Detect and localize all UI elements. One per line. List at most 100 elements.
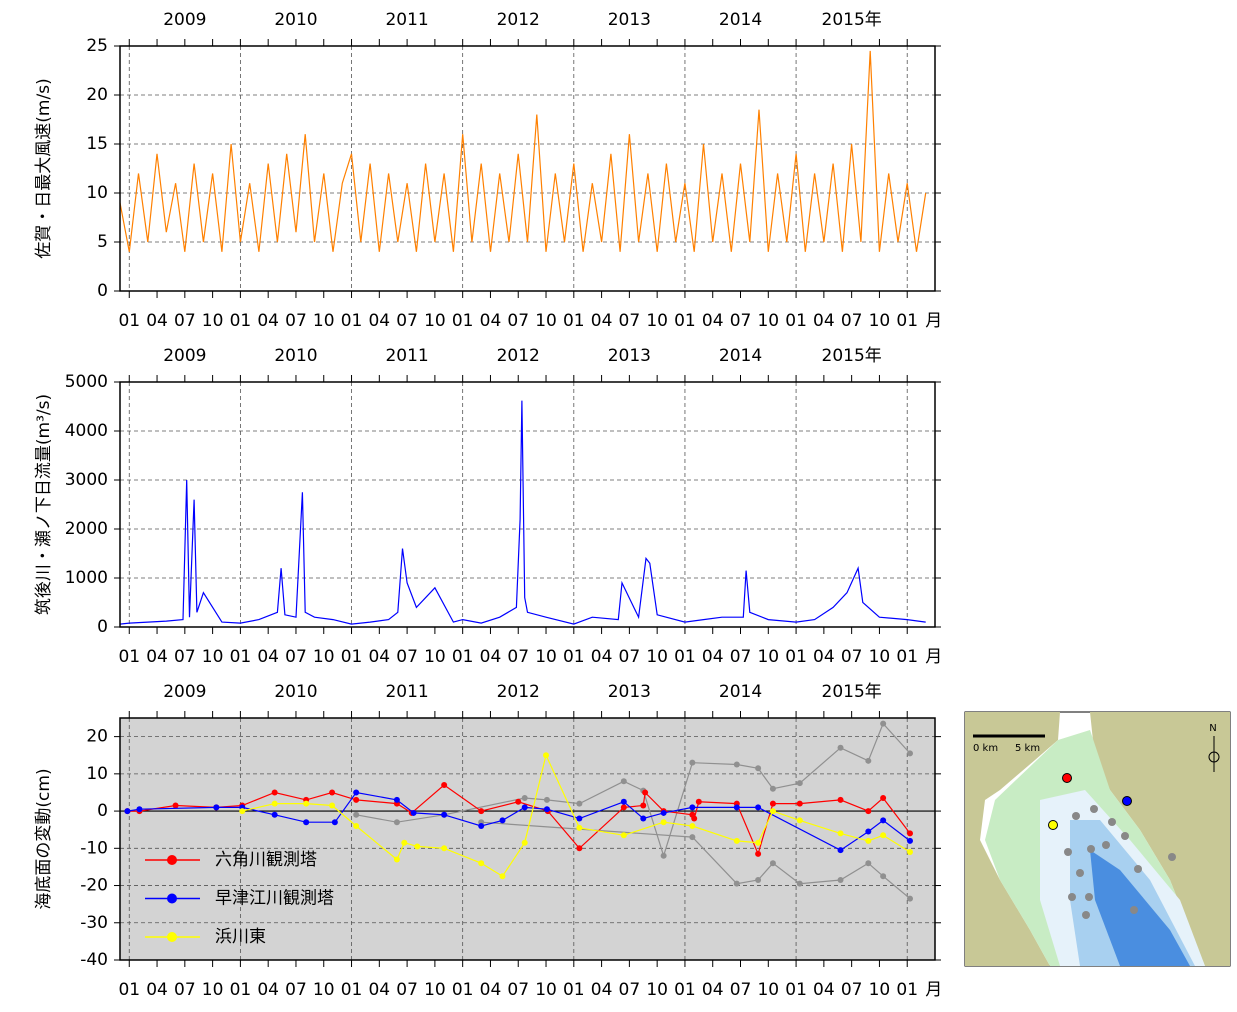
x-tick-label: 04 [702, 647, 724, 667]
x-tick-label: 07 [396, 311, 418, 331]
plot-area [120, 382, 935, 627]
y-tick-label: 20 [86, 85, 108, 105]
x-tick-label: 10 [869, 980, 891, 1000]
data-point [906, 830, 913, 837]
data-point [769, 860, 776, 867]
scale-label: 5 km [1015, 743, 1040, 754]
legend-label: 六角川観測塔 [215, 850, 317, 870]
year-label: 2012 [497, 10, 540, 30]
year-label: 2011 [385, 346, 428, 366]
stations [1064, 805, 1176, 919]
data-point [478, 822, 485, 829]
data-point [499, 873, 506, 880]
data-point [401, 839, 408, 846]
data-point [733, 837, 740, 844]
x-tick-label: 01 [896, 647, 918, 667]
data-point [640, 802, 647, 809]
data-point [271, 811, 278, 818]
x-tick-label: 04 [368, 647, 390, 667]
y-axis-label: 筑後川・瀬ノ下日流量(m³/s) [34, 394, 54, 615]
data-point [172, 802, 179, 809]
data-point [660, 819, 667, 826]
x-tick-label: 04 [591, 647, 613, 667]
data-point [906, 837, 913, 844]
x-tick-label: 10 [646, 647, 668, 667]
data-point [733, 880, 740, 887]
data-point [796, 817, 803, 824]
x-tick-label: 10 [535, 311, 557, 331]
data-point [393, 856, 400, 863]
compass [1208, 751, 1220, 763]
x-tick-label: 07 [507, 311, 529, 331]
x-tick-label: 01 [452, 980, 474, 1000]
x-tick-label: 07 [730, 311, 752, 331]
data-point [906, 849, 913, 856]
x-tick-label: 04 [480, 980, 502, 1000]
x-tick-label: 01 [230, 647, 252, 667]
data-point [837, 847, 844, 854]
x-tick-label: 10 [757, 980, 779, 1000]
x-tick-label: 01 [785, 980, 807, 1000]
x-tick-label: 01 [118, 647, 140, 667]
data-point [755, 850, 762, 857]
y-tick-label: 0 [97, 617, 108, 637]
data-point [689, 834, 696, 841]
data-point [353, 822, 360, 829]
x-tick-label: 07 [841, 311, 863, 331]
data-point [441, 811, 448, 818]
data-point [769, 800, 776, 807]
x-tick-label: 01 [118, 980, 140, 1000]
data-point [410, 809, 417, 816]
data-point [755, 804, 762, 811]
legend-marker [167, 932, 177, 942]
data-point [837, 830, 844, 837]
data-point [755, 765, 762, 772]
x-tick-label: 04 [257, 647, 279, 667]
year-label: 2012 [497, 346, 540, 366]
x-tick-label: 04 [591, 980, 613, 1000]
x-tick-label: 01 [674, 980, 696, 1000]
y-tick-label: -40 [80, 950, 108, 970]
x-tick-label: 07 [396, 647, 418, 667]
data-point [880, 832, 887, 839]
data-point [865, 808, 872, 815]
year-label: 2013 [608, 682, 651, 702]
x-tick-label: 10 [646, 980, 668, 1000]
year-label: 2010 [274, 10, 317, 30]
data-point [499, 817, 506, 824]
data-point [733, 804, 740, 811]
data-point [796, 800, 803, 807]
plot-frame [119, 381, 936, 628]
x-tick-label: 10 [424, 980, 446, 1000]
data-point [543, 806, 550, 813]
data-point [906, 750, 913, 757]
year-label: 2014 [719, 682, 762, 702]
x-tick-label: 04 [146, 980, 168, 1000]
station-blue [1122, 796, 1132, 806]
data-point [441, 845, 448, 852]
x-tick-label: 01 [341, 311, 363, 331]
plot-frame [119, 45, 936, 292]
data-point [620, 804, 627, 811]
x-tick-label: 10 [313, 311, 335, 331]
map: 0 km 5 km N [964, 711, 1231, 967]
x-tick-label: 07 [396, 980, 418, 1000]
data-point [755, 839, 762, 846]
data-point [769, 808, 776, 815]
data-point [837, 744, 844, 751]
plot-area [120, 718, 935, 960]
data-point [660, 809, 667, 816]
x-tick-label: 01 [674, 311, 696, 331]
land [965, 712, 1060, 966]
year-label: 2011 [385, 682, 428, 702]
data-point [620, 778, 627, 785]
x-tick-label: 01 [452, 311, 474, 331]
x-tick-label: 10 [313, 647, 335, 667]
x-tick-label: 10 [646, 311, 668, 331]
x-tick-label: 04 [591, 311, 613, 331]
x-tick-label: 10 [757, 647, 779, 667]
data-point [441, 782, 448, 789]
year-label: 2011 [385, 10, 428, 30]
